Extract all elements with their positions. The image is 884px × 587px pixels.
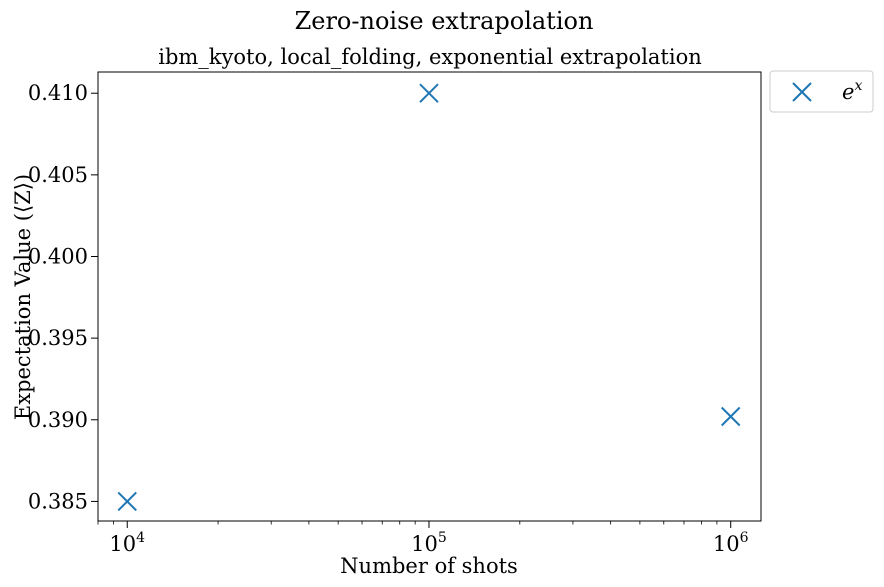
x-tick-label-base: 10 xyxy=(109,532,136,556)
x-tick-label-exp: 4 xyxy=(136,530,145,546)
plot-frame xyxy=(97,71,762,522)
y-tick-label: 0.410 xyxy=(28,81,88,105)
x-tick-label-exp: 6 xyxy=(740,530,749,546)
legend-label-base: e xyxy=(842,80,854,104)
marker-stroke xyxy=(117,491,137,512)
data-points xyxy=(117,83,741,512)
y-axis-label: Expectation Value (⟨Z⟩) xyxy=(11,174,35,420)
legend-label-sup: x xyxy=(854,78,862,94)
legend-x-marker xyxy=(792,82,812,102)
y-tick-label: 0.400 xyxy=(28,244,88,268)
legend-marker xyxy=(792,82,812,102)
legend-frame xyxy=(769,70,874,113)
y-tick-label: 0.390 xyxy=(28,408,88,432)
x-tick-label-exp: 5 xyxy=(438,530,447,546)
x-minor-ticks xyxy=(97,521,718,525)
x-tick-label: 104 xyxy=(109,530,145,556)
data-point xyxy=(419,83,439,103)
chart-subtitle: ibm_kyoto, local_folding, exponential ex… xyxy=(158,45,702,69)
x-axis-label: Number of shots xyxy=(340,554,518,578)
y-tick-label: 0.385 xyxy=(28,489,88,513)
x-ticks: 104 105 106 xyxy=(109,521,749,556)
marker-stroke xyxy=(419,83,439,103)
x-tick-label: 105 xyxy=(411,530,447,556)
legend-label: ex xyxy=(842,78,862,104)
y-tick-label: 0.395 xyxy=(28,326,88,350)
marker-stroke xyxy=(721,406,741,427)
chart-title: Zero-noise extrapolation xyxy=(295,7,594,35)
data-point xyxy=(117,491,137,512)
x-tick-label: 106 xyxy=(713,530,749,556)
marker-stroke xyxy=(792,82,812,102)
y-ticks: 0.385 0.390 0.395 0.400 0.405 0.410 xyxy=(28,81,98,513)
data-point xyxy=(721,406,741,427)
x-tick-label-base: 10 xyxy=(713,532,740,556)
x-tick-label-base: 10 xyxy=(411,532,438,556)
legend: ex xyxy=(769,70,874,113)
y-tick-label: 0.405 xyxy=(28,163,88,187)
